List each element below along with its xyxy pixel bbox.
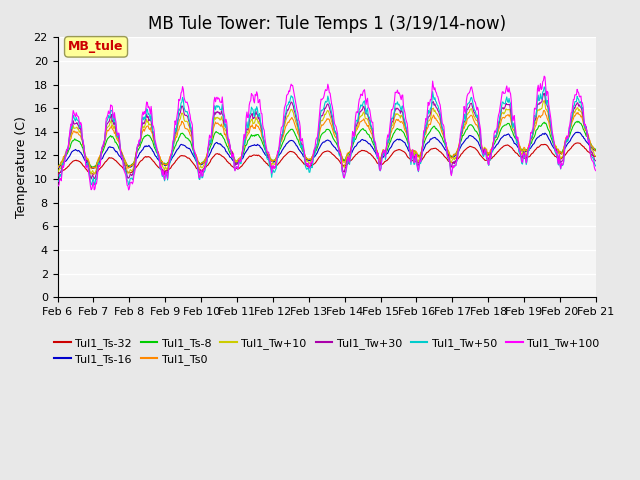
- Y-axis label: Temperature (C): Temperature (C): [15, 116, 28, 218]
- Legend: Tul1_Ts-32, Tul1_Ts-16, Tul1_Ts-8, Tul1_Ts0, Tul1_Tw+10, Tul1_Tw+30, Tul1_Tw+50,: Tul1_Ts-32, Tul1_Ts-16, Tul1_Ts-8, Tul1_…: [49, 334, 604, 370]
- Text: MB_tule: MB_tule: [68, 40, 124, 53]
- Title: MB Tule Tower: Tule Temps 1 (3/19/14-now): MB Tule Tower: Tule Temps 1 (3/19/14-now…: [148, 15, 506, 33]
